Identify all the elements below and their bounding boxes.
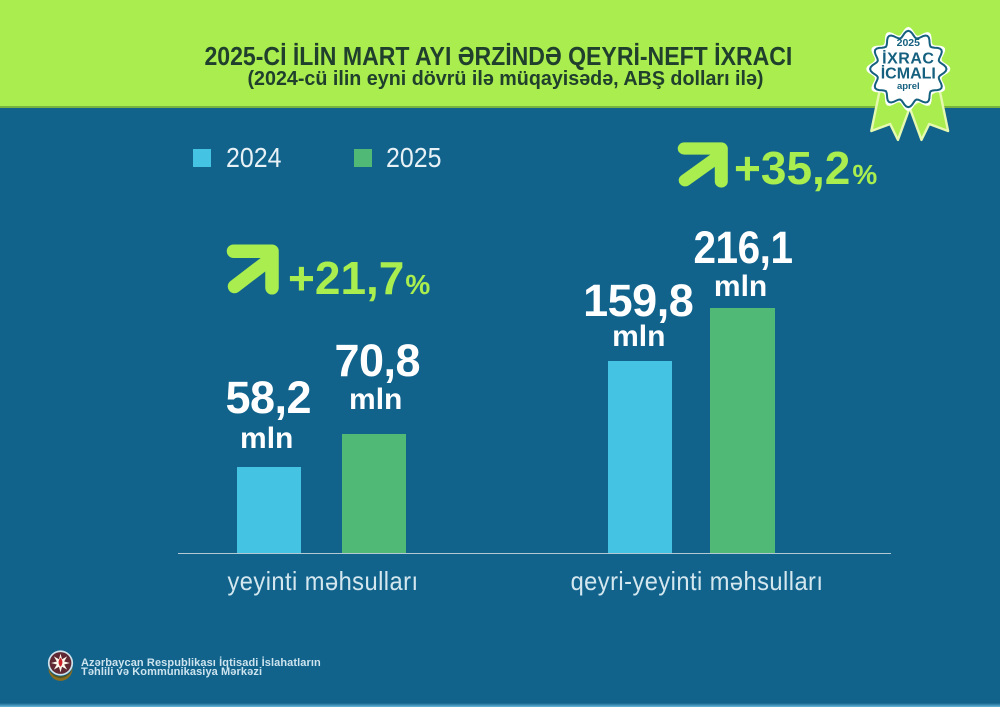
svg-text:İXRAC: İXRAC: [882, 50, 934, 68]
svg-text:İCMALI: İCMALI: [881, 64, 936, 82]
svg-text:2025: 2025: [897, 37, 921, 49]
svg-text:aprel: aprel: [897, 81, 920, 92]
